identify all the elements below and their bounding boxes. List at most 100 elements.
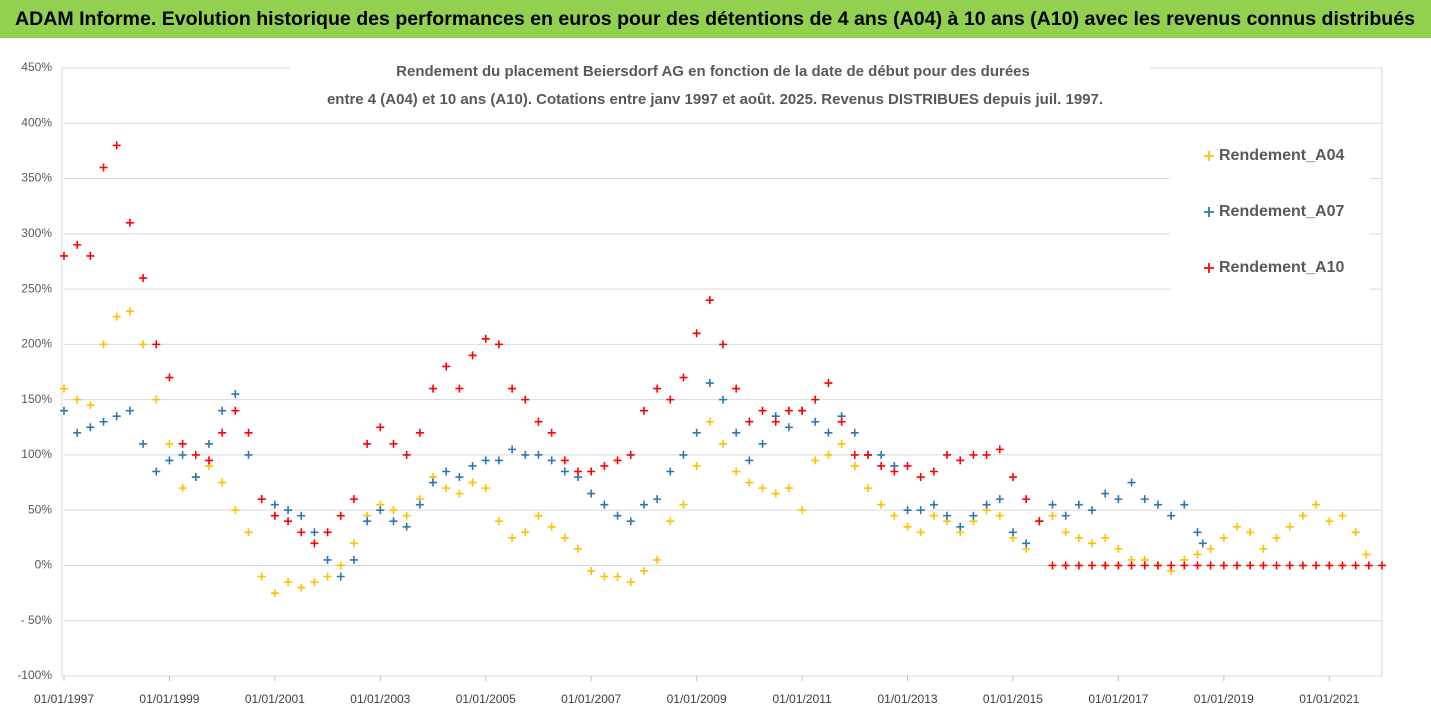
point (877, 450, 886, 459)
point (705, 417, 714, 426)
point (231, 506, 240, 515)
point (402, 522, 411, 531)
point (336, 572, 345, 581)
point (587, 489, 596, 498)
point (244, 450, 253, 459)
point (574, 544, 583, 553)
point (784, 484, 793, 493)
legend-marker (1204, 207, 1214, 217)
point (758, 484, 767, 493)
point (429, 384, 438, 393)
point (468, 478, 477, 487)
point (903, 506, 912, 515)
point (1101, 561, 1110, 570)
point (455, 384, 464, 393)
legend-label: Rendement_A10 (1219, 259, 1344, 276)
point (1338, 511, 1347, 520)
point (784, 406, 793, 415)
point (1167, 511, 1176, 520)
point (139, 340, 148, 349)
point (1140, 561, 1149, 570)
point (402, 511, 411, 520)
point (587, 467, 596, 476)
y-tick-label: - 50% (21, 613, 53, 627)
point (349, 539, 358, 548)
y-tick-label: 300% (21, 226, 52, 240)
point (798, 506, 807, 515)
point (705, 379, 714, 388)
point (1364, 561, 1373, 570)
point (1193, 528, 1202, 537)
point (692, 329, 701, 338)
point (1312, 561, 1321, 570)
point (1088, 561, 1097, 570)
point (929, 467, 938, 476)
point (323, 572, 332, 581)
point (1074, 500, 1083, 509)
point (982, 500, 991, 509)
point (560, 456, 569, 465)
y-tick-label: 400% (21, 115, 52, 129)
point (890, 511, 899, 520)
chart-title: Rendement du placement Beiersdorf AG en … (396, 63, 1030, 80)
point (152, 395, 161, 404)
point (745, 417, 754, 426)
x-tick-label: 01/01/2013 (877, 692, 937, 706)
y-tick-label: 50% (28, 502, 52, 516)
point (1325, 517, 1334, 526)
x-tick-label: 01/01/2007 (561, 692, 621, 706)
chart-title: entre 4 (A04) et 10 ans (A10). Cotations… (327, 91, 1103, 108)
y-tick-label: 0% (35, 558, 53, 572)
x-tick-label: 01/01/2017 (1088, 692, 1148, 706)
point (534, 511, 543, 520)
point (1022, 539, 1031, 548)
point (152, 467, 161, 476)
point (204, 439, 213, 448)
point (284, 517, 293, 526)
point (1206, 544, 1215, 553)
point (1285, 561, 1294, 570)
point (1140, 495, 1149, 504)
point (1127, 478, 1136, 487)
point (389, 517, 398, 526)
point (995, 445, 1004, 454)
y-tick-label: 450% (21, 60, 52, 74)
x-tick-label: 01/01/2009 (667, 692, 727, 706)
point (1101, 489, 1110, 498)
y-tick-label: 200% (21, 337, 52, 351)
point (811, 417, 820, 426)
y-tick-label: 100% (21, 447, 52, 461)
point (666, 467, 675, 476)
x-tick-label: 01/01/2011 (772, 692, 831, 706)
point (1048, 500, 1057, 509)
point (613, 572, 622, 581)
point (481, 484, 490, 493)
x-tick-label: 01/01/2005 (456, 692, 516, 706)
point (494, 340, 503, 349)
point (125, 406, 134, 415)
point (99, 163, 108, 172)
point (363, 517, 372, 526)
chart-title-box (290, 56, 1150, 114)
point (916, 528, 925, 537)
point (442, 362, 451, 371)
point (679, 500, 688, 509)
point (877, 461, 886, 470)
point (231, 406, 240, 415)
point (758, 406, 767, 415)
point (191, 450, 200, 459)
point (1101, 533, 1110, 542)
point (995, 495, 1004, 504)
point (850, 450, 859, 459)
point (929, 511, 938, 520)
point (969, 511, 978, 520)
point (732, 428, 741, 437)
x-tick-label: 01/01/2001 (245, 692, 305, 706)
point (218, 406, 227, 415)
y-tick-label: 350% (21, 171, 52, 185)
point (719, 439, 727, 448)
point (376, 423, 385, 432)
point (1127, 561, 1136, 570)
point (99, 340, 108, 349)
